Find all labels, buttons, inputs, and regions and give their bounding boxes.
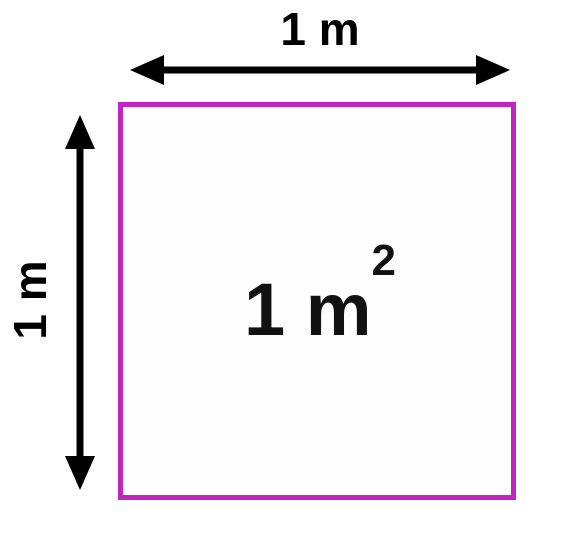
arrowhead-down-icon (65, 456, 95, 490)
area-label-base: 1 m (244, 273, 372, 347)
top-dimension-label: 1 m (280, 2, 359, 56)
arrow-shaft (162, 67, 478, 74)
arrowhead-up-icon (65, 115, 95, 149)
area-label: 1 m2 (244, 273, 396, 347)
arrowhead-left-icon (130, 55, 164, 85)
arrow-shaft (77, 147, 84, 458)
diagram-canvas: 1 m2 1 m 1 m (0, 0, 575, 538)
area-label-exponent: 2 (372, 239, 396, 283)
left-dimension-label: 1 m (3, 260, 57, 339)
arrowhead-right-icon (476, 55, 510, 85)
